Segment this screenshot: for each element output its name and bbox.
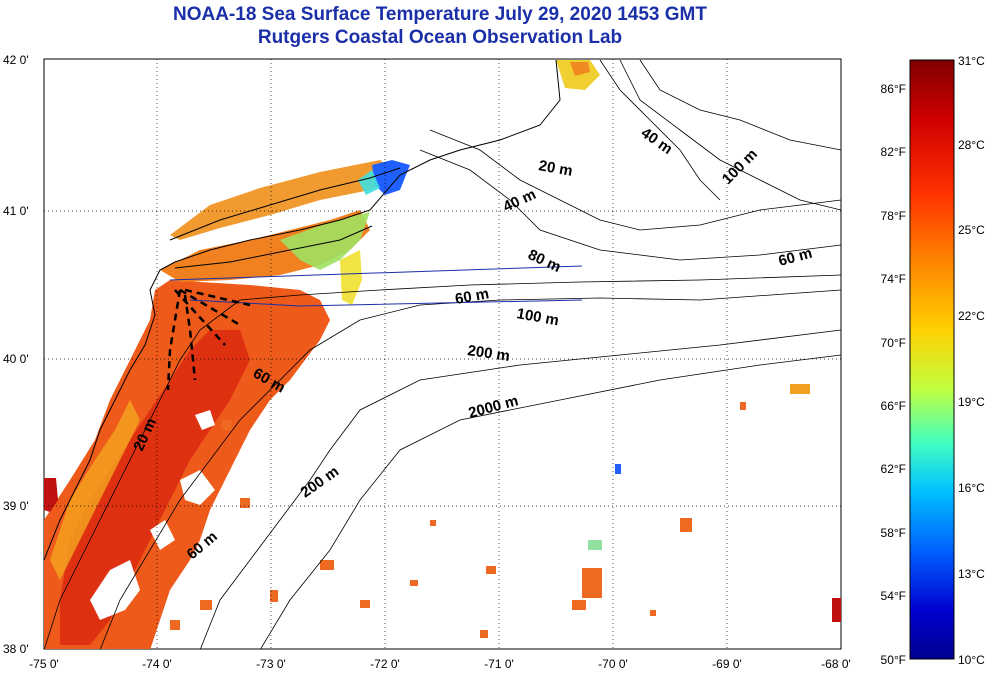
celsius-label: 22°C [958, 309, 985, 323]
y-tick-label: 38 0' [3, 642, 29, 656]
long-island-outline [169, 167, 401, 269]
fahrenheit-label: 50°F [881, 653, 906, 667]
y-tick-label: 39 0' [3, 499, 29, 513]
x-tick-label: -71 0' [484, 657, 514, 671]
celsius-label: 31°C [958, 54, 985, 68]
bathymetry-contours [44, 59, 841, 649]
x-tick-label: -75 0' [29, 657, 59, 671]
colorbar-gradient [909, 59, 955, 660]
fahrenheit-label: 70°F [881, 336, 906, 350]
coastline [44, 59, 561, 561]
map-subtitle: Rutgers Coastal Ocean Observation Lab [257, 27, 623, 48]
fahrenheit-label: 86°F [881, 82, 906, 96]
sst-green-patch [588, 540, 602, 550]
sst-cold-patch [372, 160, 410, 195]
x-tick-label: -68 0' [821, 657, 851, 671]
map-title: NOAA-18 Sea Surface Temperature July 29,… [172, 4, 707, 25]
sst-delaware [44, 478, 58, 512]
sst-cape-cod-warm [570, 62, 590, 76]
sst-blue-dot [615, 464, 621, 474]
sst-mid-band [50, 400, 140, 580]
y-tick-label: 41 0' [3, 204, 29, 218]
y-tick-label: 42 0' [3, 53, 29, 67]
x-tick-label: -70 0' [598, 657, 628, 671]
fahrenheit-label: 74°F [881, 272, 906, 286]
fahrenheit-label: 58°F [881, 526, 906, 540]
contour-label: 60 m [454, 285, 491, 308]
fahrenheit-label: 66°F [881, 399, 906, 413]
contour-label: 20 m [537, 157, 574, 180]
y-axis-ticks: 42 0' 41 0' 40 0' 39 0' 38 0' [3, 53, 29, 656]
x-tick-label: -72 0' [370, 657, 400, 671]
colorbar-fahrenheit-labels: 86°F 82°F 78°F 74°F 70°F 66°F 62°F 58°F … [881, 82, 906, 667]
colorbar: 31°C 28°C 25°C 22°C 19°C 16°C 13°C 10°C … [881, 54, 986, 667]
sst-cloud-gaps [90, 410, 215, 620]
fahrenheit-label: 78°F [881, 209, 906, 223]
sst-east-patch [790, 384, 810, 394]
sst-layer [44, 59, 841, 649]
grid-lines [44, 59, 841, 649]
celsius-label: 13°C [958, 567, 985, 581]
x-tick-label: -69 0' [712, 657, 742, 671]
y-tick-label: 40 0' [3, 352, 29, 366]
contour-label: 200 m [466, 342, 510, 365]
fahrenheit-label: 62°F [881, 462, 906, 476]
colorbar-celsius-labels: 31°C 28°C 25°C 22°C 19°C 16°C 13°C 10°C [958, 54, 985, 667]
x-tick-label: -73 0' [256, 657, 286, 671]
glider-transects [169, 265, 583, 307]
x-axis-ticks: -75 0' -74 0' -73 0' -72 0' -71 0' -70 0… [29, 657, 851, 671]
celsius-label: 19°C [958, 395, 985, 409]
survey-lines [166, 288, 251, 391]
fahrenheit-label: 54°F [881, 589, 906, 603]
sst-hot-core [60, 330, 250, 645]
celsius-label: 16°C [958, 481, 985, 495]
sst-offshore-patches [170, 402, 746, 638]
x-tick-label: -74 0' [142, 657, 172, 671]
sst-cool-streak [280, 212, 370, 270]
celsius-label: 25°C [958, 223, 985, 237]
celsius-label: 28°C [958, 138, 985, 152]
celsius-label: 10°C [958, 653, 985, 667]
sst-edge-patch [832, 598, 841, 622]
fahrenheit-label: 82°F [881, 145, 906, 159]
